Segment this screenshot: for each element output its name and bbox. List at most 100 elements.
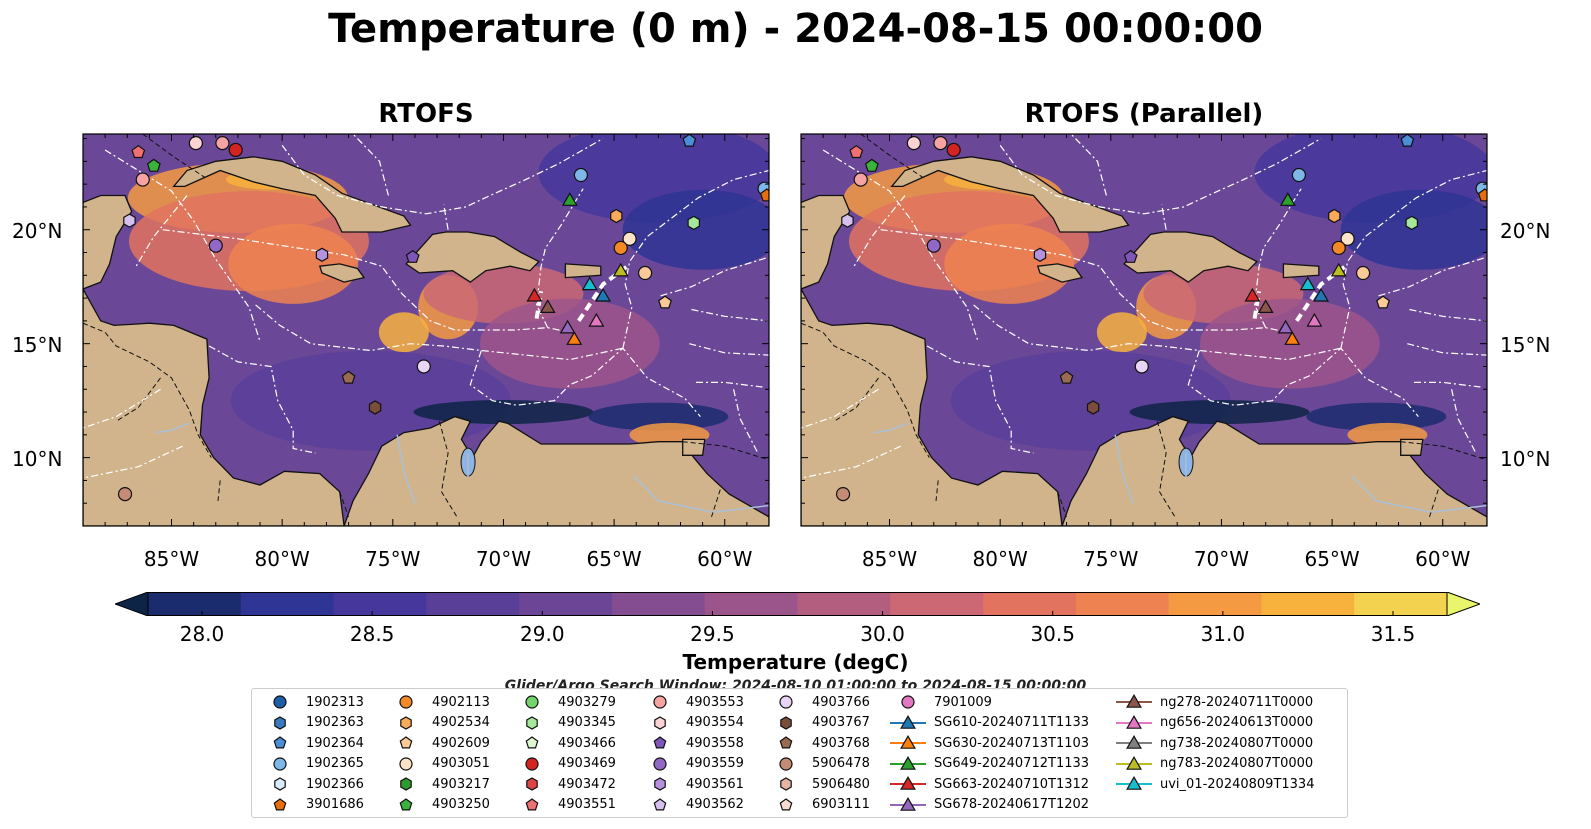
colorbar-segment: [797, 592, 891, 616]
legend-triangle: [900, 796, 916, 811]
legend-triangle: [1126, 714, 1142, 729]
legend-label: 7901009: [934, 694, 992, 710]
eez-line: [1407, 343, 1487, 356]
legend-item: 1902363: [260, 714, 364, 732]
axis-ticks: [800, 134, 1488, 526]
legend-item: 4903217: [386, 775, 490, 793]
colorbar-frame: [147, 592, 1448, 616]
map-frame: [82, 133, 770, 527]
circle-marker-icon: [525, 756, 539, 771]
eez-line: [83, 445, 183, 479]
glider-marker: [539, 299, 556, 313]
eez-line: [443, 204, 449, 230]
circle-marker-icon: [653, 756, 667, 771]
river-line: [1114, 434, 1134, 504]
lon-label-85w-right: 85°W: [861, 547, 918, 571]
argo-float-marker: [637, 265, 653, 281]
land-hispaniola: [1123, 231, 1258, 283]
legend-label: 4903561: [686, 776, 744, 792]
legend-hexagon: [274, 715, 286, 730]
hexagon-marker-icon: [780, 715, 792, 730]
hexagon-marker-icon: [274, 715, 286, 730]
legend-label: 4903554: [686, 715, 744, 730]
argo-float-marker: [315, 247, 329, 262]
glider-marker: [1279, 192, 1296, 206]
land-layer: [801, 134, 1487, 526]
lat-label-20n-right: 20°N: [1500, 219, 1551, 243]
colorbar-tick-label: 31.5: [1370, 622, 1416, 646]
legend-label: 5906480: [812, 776, 870, 792]
legend-pentagon: [399, 797, 413, 810]
land-jamaica: [318, 263, 366, 283]
land-layer: [83, 134, 769, 526]
argo-float-marker: [123, 213, 136, 228]
lon-label-60w-left: 60°W: [697, 547, 753, 571]
eez-line: [733, 389, 759, 454]
legend-label: SG678-20240617T1202: [934, 797, 1090, 812]
legend-pentagon: [399, 736, 413, 749]
argo-float-marker: [1033, 247, 1047, 262]
colorbar-tick-label: 29.5: [690, 622, 735, 646]
lon-label-80w-right: 80°W: [972, 547, 1028, 571]
legend-item: ng656-20240613T0000: [1114, 714, 1313, 732]
argo-float-marker: [622, 231, 637, 246]
legend-triangle: [1126, 775, 1142, 790]
eez-line: [1378, 256, 1487, 297]
eez-line: [281, 138, 604, 215]
colorbar-extend-low: [115, 592, 149, 616]
legend-label: SG663-20240710T1312: [934, 776, 1090, 792]
land-central-america: [801, 287, 1063, 526]
lon-label-70w-right: 70°W: [1193, 547, 1250, 571]
legend-label: 4903217: [432, 776, 490, 792]
legend-label: 4903558: [686, 735, 744, 751]
hexagon-marker-icon: [654, 715, 666, 730]
lon-label-65w-left: 65°W: [586, 547, 642, 571]
eez-line: [822, 149, 979, 342]
argo-float-marker: [835, 486, 851, 502]
glider-marker: [581, 276, 598, 291]
argo-float-marker: [946, 142, 961, 158]
argo-float-marker: [131, 144, 146, 159]
legend-hexagon: [400, 715, 412, 730]
pentagon-marker-icon: [399, 736, 413, 749]
legend-item: SG678-20240617T1202: [888, 796, 1089, 814]
country-border: [1429, 489, 1439, 518]
legend-circle: [653, 756, 667, 771]
triangle-marker-icon: [1116, 775, 1152, 790]
country-border: [142, 134, 205, 178]
temperature-patch: [413, 400, 594, 425]
legend-triangle: [900, 714, 916, 729]
glider-marker: [559, 319, 576, 334]
glider-track: [1252, 290, 1262, 319]
lon-label-75w-right: 75°W: [1083, 547, 1139, 571]
country-border: [438, 421, 458, 518]
argo-float-marker: [215, 136, 230, 151]
eez-line: [469, 347, 701, 417]
eez-line: [1187, 347, 1419, 417]
legend-item: 4902534: [386, 714, 490, 732]
eez-line: [999, 138, 1322, 215]
triangle-marker-icon: [1116, 755, 1152, 770]
colorbar-tick-label: 30.5: [1030, 622, 1075, 646]
legend-item: 6903111: [766, 796, 870, 814]
eez-boundaries: [801, 134, 1487, 479]
legend-item: 5906480: [766, 775, 870, 793]
legend-label: 4903345: [558, 715, 616, 730]
pentagon-marker-icon: [779, 736, 793, 749]
country-border: [711, 489, 721, 518]
legend-circle: [779, 695, 793, 709]
land-yucatan: [801, 194, 851, 290]
legend-triangle: [900, 775, 916, 790]
land-puerto-rico: [1282, 263, 1320, 279]
hexagon-marker-icon: [526, 715, 538, 730]
legend-hexagon: [526, 777, 538, 791]
legend-hexagon: [780, 777, 792, 791]
eez-line: [926, 345, 1034, 454]
circle-marker-icon: [399, 756, 413, 771]
hexagon-marker-icon: [526, 777, 538, 791]
legend-hexagon: [526, 715, 538, 730]
legend-item: 4903554: [640, 714, 744, 732]
legend-pentagon: [779, 736, 793, 749]
eez-line: [104, 149, 261, 342]
hexagon-marker-icon: [400, 777, 412, 791]
